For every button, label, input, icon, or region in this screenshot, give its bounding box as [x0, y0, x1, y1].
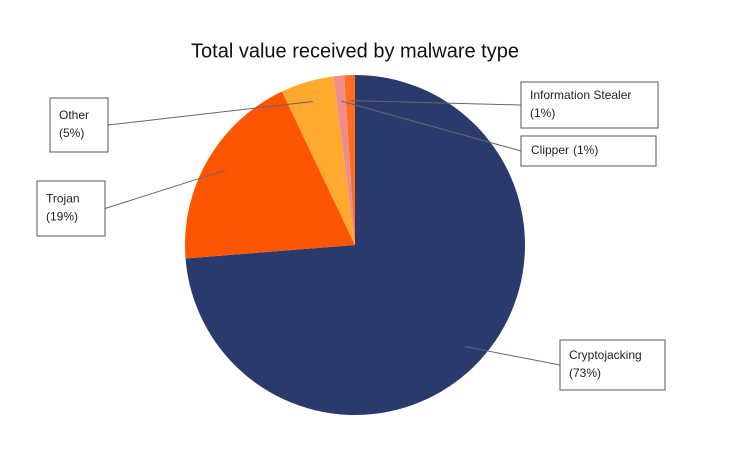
label-box	[49, 97, 109, 153]
leader-line	[350, 100, 522, 106]
slice-label: Information Stealer	[530, 88, 631, 102]
label-box	[520, 135, 657, 167]
slice-label: Clipper	[531, 143, 569, 157]
slice-label: Cryptojacking	[569, 348, 642, 362]
value-label: (5%)	[59, 126, 84, 140]
pie-slice	[185, 75, 526, 415]
pie-slice	[281, 76, 355, 246]
chart-title: Total value received by malware type	[191, 40, 519, 62]
label-box	[36, 180, 106, 237]
pie-slice	[344, 75, 355, 245]
slice-label: Trojan	[46, 192, 80, 206]
value-label: (1%)	[573, 143, 598, 157]
value-label: (19%)	[46, 210, 78, 224]
label-box	[520, 81, 659, 129]
value-label: (1%)	[530, 106, 555, 120]
leader-line	[341, 100, 522, 152]
slice-label: Other	[59, 108, 89, 122]
pie-slice	[333, 75, 355, 246]
value-label: (73%)	[569, 366, 601, 380]
leader-line	[107, 100, 313, 126]
leader-line	[104, 169, 226, 209]
pie-slice	[184, 91, 355, 259]
leader-line	[464, 346, 561, 366]
label-box	[559, 339, 666, 391]
